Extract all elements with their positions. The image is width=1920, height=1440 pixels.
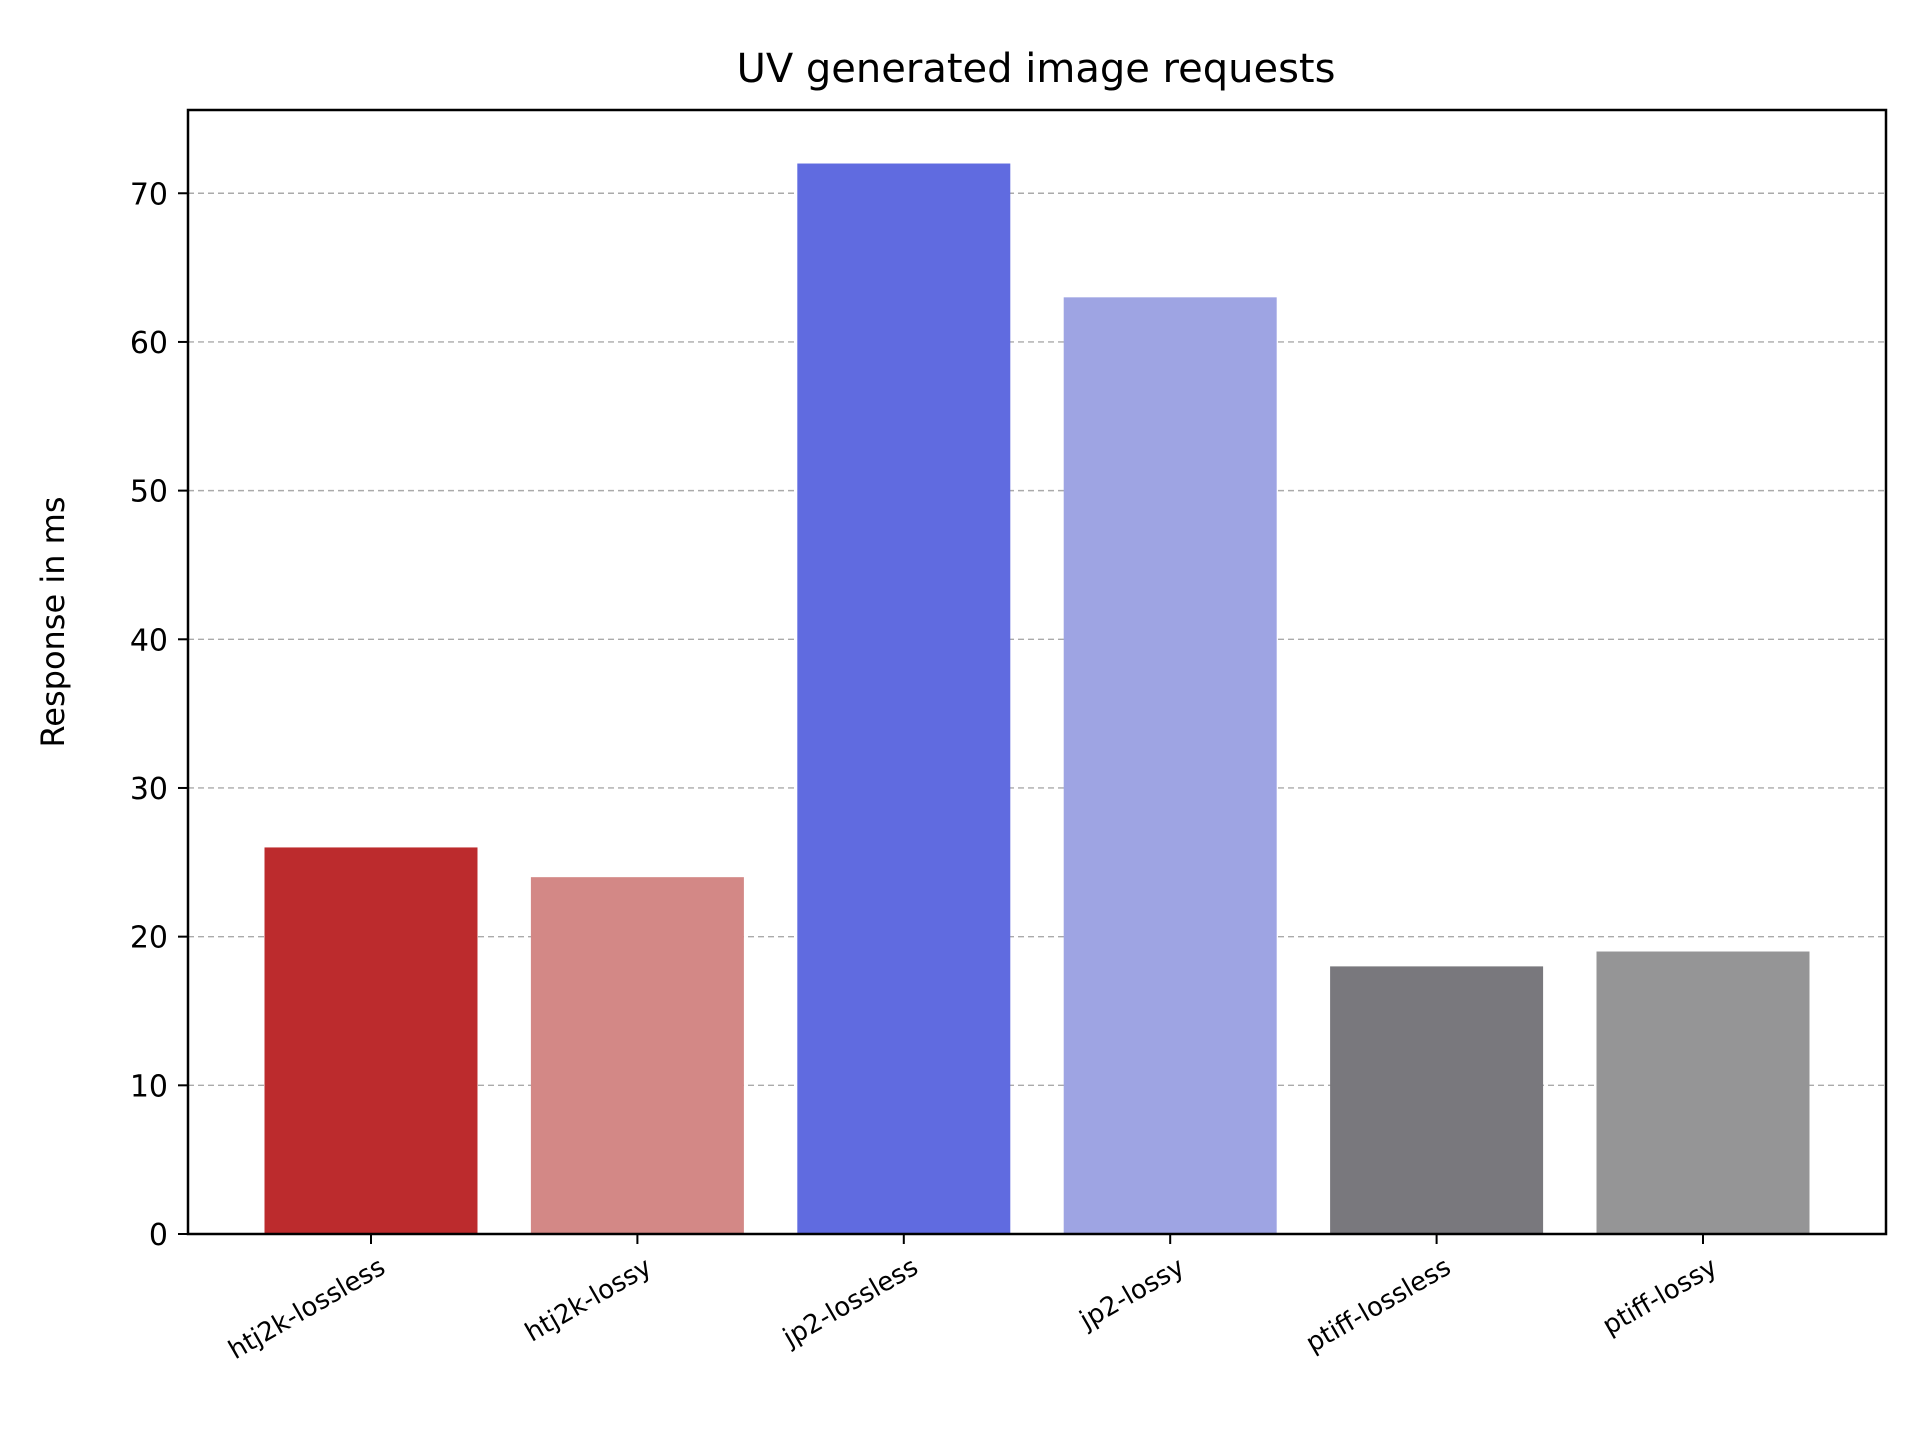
chart-title: UV generated image requests: [737, 46, 1336, 92]
y-tick-label-20: 20: [130, 921, 168, 956]
plot-frame: [186, 108, 1888, 1236]
y-axis-label: Response in ms: [34, 496, 72, 747]
bar-ptiff-lossy: [1596, 951, 1810, 1234]
y-tick-label-0: 0: [149, 1218, 168, 1253]
y-tick-label-70: 70: [130, 177, 168, 212]
bar-htj2k-lossless: [264, 847, 478, 1234]
x-tick-label-htj2k-lossless: htj2k-lossless: [224, 1252, 391, 1366]
bar-jp2-lossy: [1063, 297, 1277, 1234]
bar-jp2-lossless: [797, 163, 1011, 1234]
bar-ptiff-lossless: [1330, 966, 1544, 1234]
y-axis-ticks: 0 10 20 30 40 50 60 70: [130, 177, 188, 1253]
x-tick-label-ptiff-lossless: ptiff-lossless: [1301, 1252, 1456, 1359]
bars: [264, 163, 1810, 1234]
y-tick-label-30: 30: [130, 772, 168, 807]
bar-htj2k-lossy: [530, 877, 744, 1234]
y-tick-label-40: 40: [130, 623, 168, 658]
x-axis-ticks: htj2k-lossless htj2k-lossy jp2-lossless jp2…: [224, 1234, 1723, 1366]
y-tick-label-50: 50: [130, 475, 168, 510]
y-tick-label-60: 60: [130, 326, 168, 361]
y-tick-label-10: 10: [130, 1069, 168, 1104]
x-tick-label-jp2-lossy: jp2-lossy: [1074, 1252, 1190, 1336]
x-tick-label-htj2k-lossy: htj2k-lossy: [520, 1252, 657, 1348]
x-tick-label-jp2-lossless: jp2-lossless: [777, 1252, 923, 1354]
x-tick-label-ptiff-lossy: ptiff-lossy: [1598, 1252, 1723, 1341]
